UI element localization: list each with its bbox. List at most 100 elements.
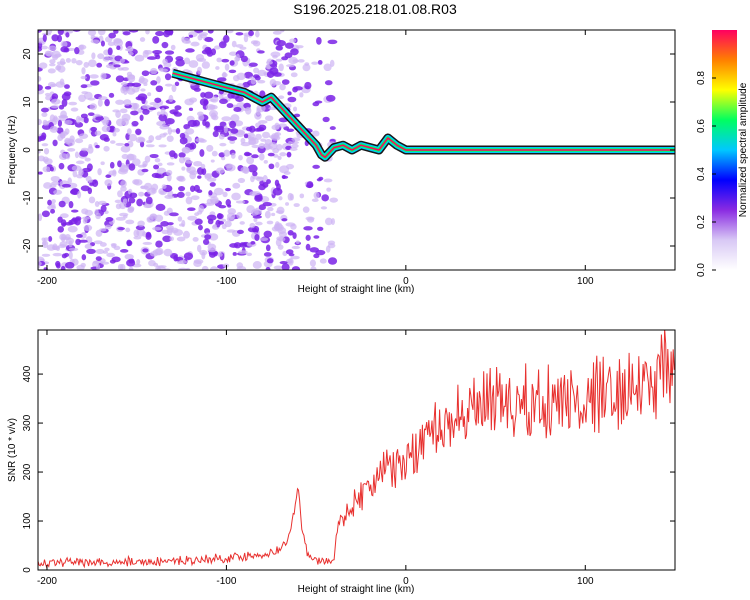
heatmap-speckle <box>117 190 123 198</box>
heatmap-speckle <box>156 76 161 84</box>
heatmap-speckle <box>76 264 85 270</box>
heatmap-speckle <box>74 121 84 128</box>
heatmap-speckle <box>162 235 172 243</box>
heatmap-speckle <box>317 60 323 65</box>
heatmap-speckle <box>236 262 244 269</box>
heatmap-y-tick-label: 10 <box>22 96 33 108</box>
heatmap-speckle <box>317 226 324 231</box>
heatmap-speckle <box>44 85 52 90</box>
heatmap-speckle <box>310 266 317 270</box>
heatmap-speckle <box>64 119 73 125</box>
heatmap-speckle <box>264 115 274 122</box>
colorbar: 0.0 0.2 0.4 0.6 0.8 Normalized spectral ampl… <box>696 30 749 277</box>
heatmap-speckle <box>49 166 54 172</box>
heatmap-speckle <box>263 160 268 164</box>
heatmap-speckle <box>88 59 97 68</box>
heatmap-speckle <box>248 62 258 67</box>
heatmap-speckle <box>150 80 158 86</box>
heatmap-speckle <box>113 37 123 44</box>
heatmap-speckle <box>192 237 199 242</box>
heatmap-speckle <box>262 181 269 188</box>
heatmap-speckle <box>141 70 150 77</box>
heatmap-speckle <box>139 37 146 42</box>
heatmap-speckle <box>291 245 301 250</box>
heatmap-speckle <box>278 236 286 242</box>
heatmap-speckle <box>202 238 210 246</box>
heatmap-speckle <box>42 240 47 246</box>
heatmap-speckle <box>206 144 214 152</box>
heatmap-speckle <box>272 187 283 196</box>
heatmap-speckle <box>59 78 65 86</box>
heatmap-speckle <box>218 94 224 100</box>
heatmap-speckle <box>126 259 136 267</box>
heatmap-speckle <box>293 203 300 208</box>
heatmap-speckle <box>279 152 287 157</box>
heatmap-speckle <box>187 119 197 128</box>
heatmap-speckle <box>128 197 136 204</box>
heatmap-speckle <box>162 58 168 65</box>
heatmap-speckle <box>163 248 173 257</box>
heatmap-speckle <box>264 210 271 219</box>
heatmap-speckle <box>175 59 186 67</box>
heatmap-speckle <box>148 259 156 267</box>
heatmap-speckle <box>40 107 49 113</box>
heatmap-speckle <box>290 255 300 260</box>
heatmap-speckle <box>102 119 109 126</box>
heatmap-speckle <box>329 126 336 131</box>
snr-x-tick-label: -100 <box>216 576 236 587</box>
heatmap-speckle <box>263 230 272 238</box>
heatmap-speckle <box>38 30 42 33</box>
heatmap-speckle <box>232 182 241 189</box>
heatmap-speckle <box>84 243 92 249</box>
heatmap-speckle <box>161 184 167 189</box>
heatmap-speckle <box>210 159 215 163</box>
heatmap-speckle <box>143 203 152 209</box>
heatmap-speckle <box>330 218 336 226</box>
heatmap-speckle <box>47 205 57 210</box>
heatmap-speckle <box>161 41 169 49</box>
heatmap-speckle <box>233 107 242 113</box>
heatmap-speckle <box>218 41 227 49</box>
heatmap-speckle <box>289 147 298 151</box>
heatmap-speckle <box>327 39 338 45</box>
heatmap-speckle <box>138 77 149 84</box>
heatmap-speckle <box>121 66 130 71</box>
heatmap-speckle <box>272 30 282 35</box>
heatmap-speckle <box>102 250 109 254</box>
heatmap-speckle <box>243 133 249 139</box>
heatmap-speckle <box>275 45 283 51</box>
heatmap-speckle <box>68 201 74 209</box>
heatmap-speckle <box>100 261 110 265</box>
heatmap-speckle <box>276 40 286 47</box>
heatmap-ridge-core <box>172 72 675 158</box>
heatmap-speckle <box>231 40 237 48</box>
heatmap-speckle <box>169 236 174 242</box>
heatmap-speckle <box>55 262 61 269</box>
heatmap-speckle <box>60 219 67 227</box>
snr-y-axis-label: SNR (10 * v/v) <box>7 418 18 482</box>
heatmap-speckle <box>240 55 248 63</box>
heatmap-speckle <box>156 120 166 127</box>
heatmap-speckle <box>178 185 186 192</box>
heatmap-speckle <box>131 158 141 167</box>
heatmap-speckle <box>265 244 271 252</box>
heatmap-speckle <box>286 128 295 133</box>
heatmap-speckle <box>217 252 223 257</box>
heatmap-speckle <box>68 247 79 252</box>
heatmap-speckle <box>67 147 76 152</box>
heatmap-speckle <box>187 215 198 221</box>
heatmap-speckle <box>258 120 268 124</box>
heatmap-speckle <box>164 194 175 200</box>
heatmap-speckle <box>293 86 303 91</box>
heatmap-speckle <box>114 199 122 204</box>
heatmap-speckle <box>119 58 126 64</box>
heatmap-speckle <box>278 196 283 201</box>
heatmap-speckle <box>120 249 129 253</box>
heatmap-speckle <box>158 144 167 148</box>
heatmap-x-axis-label: Height of straight line (km) <box>298 284 415 295</box>
heatmap-speckle <box>226 229 236 233</box>
heatmap-speckle <box>218 133 225 140</box>
heatmap-speckle <box>64 84 70 89</box>
heatmap-speckle <box>173 255 178 262</box>
heatmap-speckle <box>126 153 135 161</box>
